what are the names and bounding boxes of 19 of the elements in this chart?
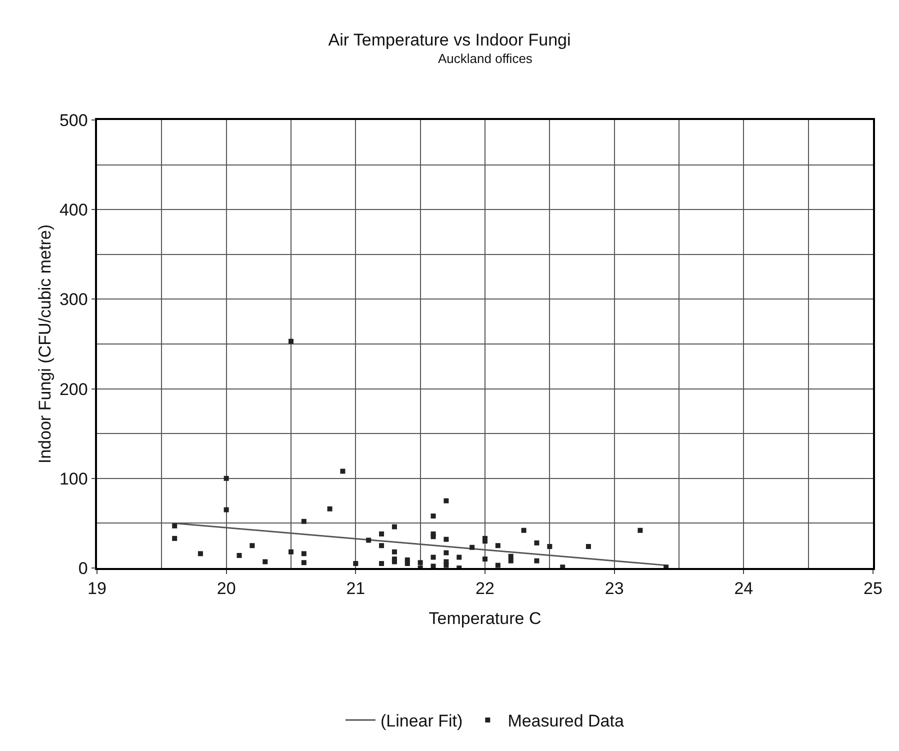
y-tick-label: 0 (78, 558, 88, 578)
chart-title: Air Temperature vs Indoor Fungi (328, 30, 571, 50)
x-axis-title: Temperature C (428, 609, 542, 628)
x-tick-label: 24 (734, 579, 754, 598)
x-tick-label: 20 (216, 579, 236, 598)
y-tick-label: 300 (59, 290, 88, 310)
x-tick-label: 21 (346, 579, 366, 598)
x-tick-label: 19 (88, 579, 106, 598)
y-tick-label: 400 (59, 200, 88, 220)
y-tick-label: 100 (59, 469, 88, 488)
x-tick-label: 23 (604, 579, 624, 598)
y-axis-title: Indoor Fungi (CFU/cubic metre) (36, 224, 55, 464)
chart-subtitle: Auckland offices (438, 51, 533, 66)
legend-label: Measured Data (508, 712, 624, 731)
x-tick-label: 25 (864, 579, 882, 598)
legend-label: (Linear Fit) (380, 712, 463, 731)
x-tick-label: 22 (476, 579, 494, 598)
y-tick-label: 200 (59, 380, 88, 399)
y-tick-label: 500 (59, 110, 88, 130)
